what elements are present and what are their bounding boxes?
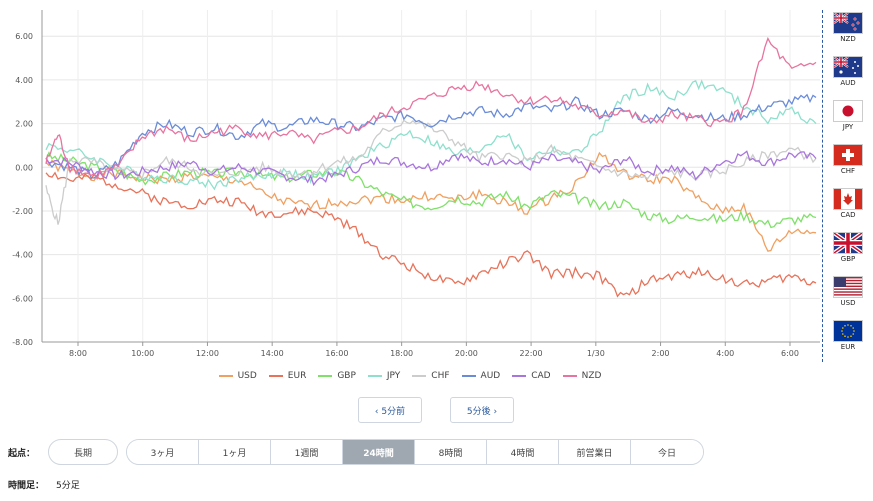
flag-code-label: JPY xyxy=(842,123,854,131)
x-tick-label: 14:00 xyxy=(261,349,284,358)
nzd-flag-icon xyxy=(833,12,863,34)
legend-label: USD xyxy=(237,371,257,381)
y-tick-label: -8.00 xyxy=(12,338,33,347)
prev-5min-button[interactable]: ‹ 5分前 xyxy=(358,397,422,423)
legend-swatch xyxy=(318,375,333,377)
chart-legend: USD EUR GBP JPY CHF AUD CAD NZD xyxy=(0,370,820,381)
origin-option[interactable]: 1ヶ月 xyxy=(199,440,271,464)
next-5min-button[interactable]: 5分後 › xyxy=(450,397,514,423)
series-line-jpy xyxy=(45,79,817,191)
legend-item-jpy[interactable]: JPY xyxy=(367,371,401,381)
gbp-flag-icon xyxy=(832,231,864,255)
origin-option[interactable]: 8時間 xyxy=(415,440,487,464)
flag-code-label: USD xyxy=(840,299,856,307)
flag-gbp[interactable]: GBP xyxy=(832,231,864,263)
flag-code-label: CHF xyxy=(840,167,856,175)
legend-item-aud[interactable]: AUD xyxy=(461,371,501,381)
legend-label: AUD xyxy=(480,371,501,381)
flag-code-label: GBP xyxy=(840,255,856,263)
series-line-cad xyxy=(45,150,817,187)
legend-swatch xyxy=(268,375,283,377)
x-tick-label: 12:00 xyxy=(196,349,219,358)
jpy-flag-icon xyxy=(833,100,863,122)
origin-option[interactable]: 今日 xyxy=(631,440,703,464)
x-tick-label: 6:00 xyxy=(781,349,799,358)
x-tick-label: 4:00 xyxy=(716,349,734,358)
legend-label: CHF xyxy=(431,371,450,381)
legend-item-nzd[interactable]: NZD xyxy=(562,371,602,381)
origin-option[interactable]: 3ヶ月 xyxy=(127,440,199,464)
aud-flag-icon xyxy=(833,56,863,78)
legend-swatch xyxy=(367,375,382,377)
origin-tabs: 3ヶ月 1ヶ月 1週間 24時間 8時間 4時間 前営業日 今日 xyxy=(126,439,704,465)
legend-label: CAD xyxy=(531,371,551,381)
legend-label: GBP xyxy=(337,371,356,381)
flag-code-label: CAD xyxy=(840,211,856,219)
legend-label: JPY xyxy=(386,371,401,381)
origin-option[interactable]: 4時間 xyxy=(487,440,559,464)
flag-eur[interactable]: EUR xyxy=(833,320,863,351)
long-term-button[interactable]: 長期 xyxy=(48,439,118,465)
usd-flag-icon xyxy=(833,276,863,298)
x-tick-label: 2:00 xyxy=(652,349,670,358)
y-tick-label: -4.00 xyxy=(12,251,33,260)
flag-code-label: AUD xyxy=(840,79,856,87)
chf-flag-icon xyxy=(833,144,863,166)
legend-item-chf[interactable]: CHF xyxy=(412,371,450,381)
y-tick-label: 2.00 xyxy=(15,120,33,129)
x-tick-label: 10:00 xyxy=(131,349,154,358)
y-tick-label: -2.00 xyxy=(12,207,33,216)
timeframe-label: 時間足： xyxy=(8,481,45,491)
x-tick-label: 1/30 xyxy=(587,349,605,358)
y-tick-label: 0.00 xyxy=(15,163,33,172)
currency-flag-list: NZD AUD JPY CHF CAD GBP USD EUR xyxy=(822,10,873,362)
x-tick-label: 22:00 xyxy=(520,349,543,358)
currency-strength-chart: 6.00 4.00 2.00 0.00 -2.00 -4.00 -6.00 -8.00 8:00… xyxy=(12,10,820,358)
series-line-usd xyxy=(45,151,817,252)
flag-chf[interactable]: CHF xyxy=(833,144,863,175)
x-tick-label: 20:00 xyxy=(455,349,478,358)
flag-code-label: NZD xyxy=(840,35,856,43)
origin-option[interactable]: 1週間 xyxy=(271,440,343,464)
legend-item-gbp[interactable]: GBP xyxy=(318,371,356,381)
legend-swatch xyxy=(562,375,577,377)
x-tick-label: 16:00 xyxy=(325,349,348,358)
legend-item-cad[interactable]: CAD xyxy=(512,371,551,381)
series-line-aud xyxy=(45,93,817,179)
origin-option[interactable]: 24時間 xyxy=(343,440,415,464)
y-tick-label: 6.00 xyxy=(15,32,33,41)
legend-label: EUR xyxy=(287,371,307,381)
y-tick-label: -6.00 xyxy=(12,294,33,303)
series-line-gbp xyxy=(45,151,817,229)
x-tick-label: 18:00 xyxy=(390,349,413,358)
series-line-chf xyxy=(45,119,817,225)
series-line-nzd xyxy=(45,36,817,181)
legend-item-eur[interactable]: EUR xyxy=(268,371,307,381)
legend-swatch xyxy=(218,375,233,377)
origin-option[interactable]: 前営業日 xyxy=(559,440,631,464)
legend-swatch xyxy=(412,375,427,377)
origin-label: 起点： xyxy=(8,449,36,459)
legend-swatch xyxy=(461,375,476,377)
flag-nzd[interactable]: NZD xyxy=(833,12,863,43)
flag-jpy[interactable]: JPY xyxy=(833,100,863,131)
eur-flag-icon xyxy=(833,320,863,342)
flag-usd[interactable]: USD xyxy=(833,276,863,307)
legend-swatch xyxy=(512,375,527,377)
y-tick-label: 4.00 xyxy=(15,76,33,85)
timeframe-value: 5分足 xyxy=(56,481,80,491)
x-tick-label: 8:00 xyxy=(69,349,87,358)
flag-cad[interactable]: CAD xyxy=(833,188,863,219)
legend-label: NZD xyxy=(581,371,602,381)
cad-flag-icon xyxy=(833,188,863,210)
legend-item-usd[interactable]: USD xyxy=(218,371,257,381)
flag-code-label: EUR xyxy=(840,343,856,351)
series-line-eur xyxy=(45,171,817,298)
flag-aud[interactable]: AUD xyxy=(833,56,863,87)
